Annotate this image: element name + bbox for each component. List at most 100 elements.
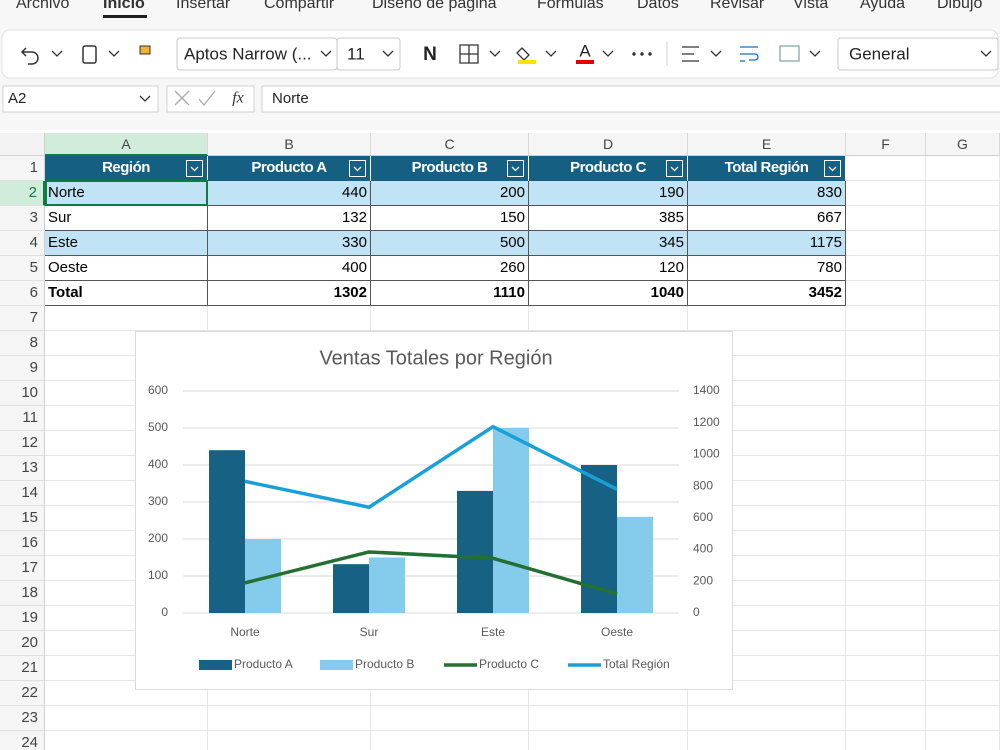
ribbon-tab[interactable]: Archivo [16, 0, 69, 12]
table-header: Producto C [529, 156, 688, 181]
ribbon-tab[interactable]: Diseño de página [372, 0, 497, 12]
x-tick-label: Sur [360, 625, 379, 639]
y-tick-label: 200 [148, 531, 168, 545]
bar [369, 557, 405, 613]
bar [493, 428, 529, 613]
filter-button[interactable] [186, 160, 203, 177]
filter-button[interactable] [824, 160, 841, 177]
name-box-text: A2 [8, 90, 26, 107]
chart-title: Ventas Totales por Región [319, 347, 552, 369]
row-header: 3 [0, 206, 45, 231]
name-box[interactable] [2, 85, 159, 113]
ribbon-tab[interactable]: Fórmulas [537, 0, 604, 12]
table-cell: 260 [371, 256, 529, 281]
table-cell: 200 [371, 181, 529, 206]
table-cell: 132 [208, 206, 371, 231]
filter-chevron [828, 166, 837, 172]
row-header: 6 [0, 281, 45, 306]
grid-row-line [45, 330, 1000, 331]
y2-tick-label: 400 [693, 542, 713, 556]
paste-icon[interactable] [82, 45, 97, 64]
table-cell: 330 [208, 231, 371, 256]
row-header: 14 [0, 481, 45, 506]
bold-button[interactable]: N [423, 44, 437, 65]
column-header: E [688, 133, 846, 156]
line [244, 550, 618, 596]
ribbon-tab[interactable]: Inicio [103, 0, 145, 12]
column-header: B [208, 133, 371, 156]
legend-label: Producto B [355, 657, 414, 671]
font-size-box[interactable] [336, 37, 401, 71]
table-cell: 780 [688, 256, 846, 281]
row-header: 8 [0, 331, 45, 356]
dropdown-chevrons[interactable] [51, 50, 992, 57]
legend-key [320, 660, 353, 670]
row-header: 9 [0, 356, 45, 381]
grid-row-line [45, 705, 1000, 706]
row-header: 10 [0, 381, 45, 406]
more-icon[interactable] [632, 52, 652, 56]
column-header: A [45, 133, 208, 156]
merge-icon[interactable] [779, 45, 800, 62]
ribbon-tab[interactable]: Compartir [264, 0, 335, 12]
y2-tick-label: 0 [693, 605, 700, 619]
filter-button[interactable] [507, 160, 524, 177]
wrap-icon[interactable] [740, 46, 759, 62]
undo-icon[interactable] [20, 47, 39, 65]
ribbon-tab[interactable]: Insertar [176, 0, 231, 12]
legend-label: Producto A [234, 657, 293, 671]
ribbon-tab[interactable]: Datos [637, 0, 679, 12]
bar [209, 450, 245, 613]
function-icon[interactable]: fx [232, 90, 244, 107]
legend-label: Producto C [479, 657, 539, 671]
x-tick-label: Este [481, 625, 505, 639]
ribbon-tab[interactable]: Revisar [710, 0, 765, 12]
ribbon-tab[interactable]: Dibujo [937, 0, 982, 12]
y-tick-label: 0 [161, 605, 168, 619]
filter-chevron [190, 166, 199, 172]
grid-col-line [925, 156, 926, 750]
table-cell: 830 [688, 181, 846, 206]
table-cell: 400 [208, 256, 371, 281]
formula-input[interactable] [261, 85, 1000, 113]
row-header: 7 [0, 306, 45, 331]
align-icon[interactable] [682, 46, 699, 62]
row-header: 11 [0, 406, 45, 431]
row-header: 19 [0, 606, 45, 631]
table-cell: 440 [208, 181, 371, 206]
x-tick-label: Oeste [601, 625, 633, 639]
y2-tick-label: 1200 [693, 415, 720, 429]
format-painter-icon[interactable] [139, 45, 151, 55]
ribbon-tab[interactable]: Vista [793, 0, 828, 12]
row-header: 5 [0, 256, 45, 281]
table-cell: 3452 [688, 281, 846, 306]
y-tick-label: 400 [148, 457, 168, 471]
table-cell: 150 [371, 206, 529, 231]
grid-col-line [845, 156, 846, 750]
y2-tick-label: 800 [693, 478, 713, 492]
ribbon-tab[interactable]: Ayuda [860, 0, 905, 12]
filter-button[interactable] [349, 160, 366, 177]
table-header: Región [45, 156, 208, 181]
table-cell: 385 [529, 206, 688, 231]
cancel-enter-icons[interactable] [174, 90, 216, 107]
name-box-chevron[interactable] [139, 95, 151, 102]
bar [457, 490, 493, 613]
row-header: 15 [0, 506, 45, 531]
borders-icon[interactable] [459, 44, 479, 64]
y2-tick-label: 1400 [693, 383, 720, 397]
table-cell: 345 [529, 231, 688, 256]
table-cell: Norte [45, 181, 208, 206]
table-cell: 500 [371, 231, 529, 256]
row-header: 13 [0, 456, 45, 481]
table-cell: 1040 [529, 281, 688, 306]
number-format-box[interactable] [837, 37, 999, 71]
column-header: F [846, 133, 926, 156]
row-header: 4 [0, 231, 45, 256]
row-header: 18 [0, 581, 45, 606]
line [244, 424, 618, 509]
filter-button[interactable] [666, 160, 683, 177]
row-header: 17 [0, 556, 45, 581]
font-color-button[interactable]: A [579, 41, 591, 60]
row-header: 24 [0, 731, 45, 750]
